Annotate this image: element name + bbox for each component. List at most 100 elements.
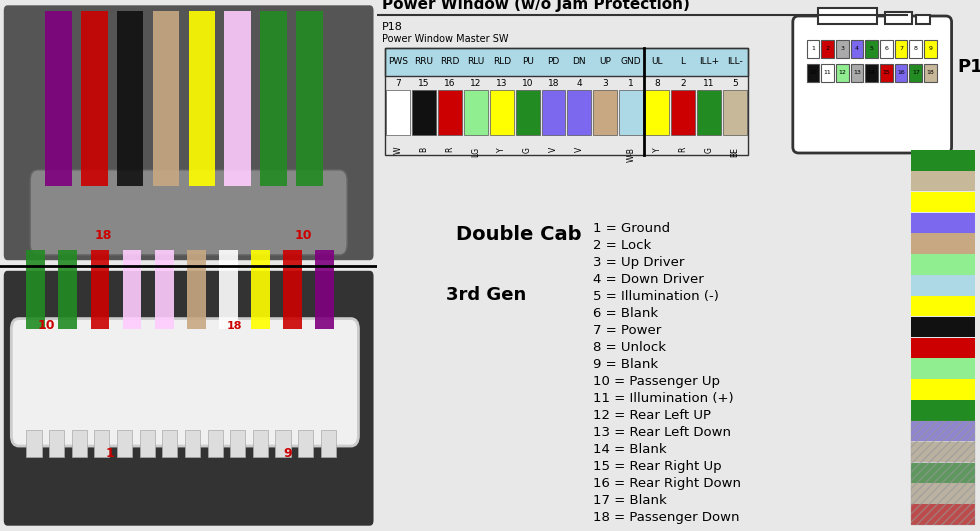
Bar: [911, 338, 975, 358]
Bar: [911, 296, 975, 316]
Text: 4: 4: [855, 47, 859, 52]
Text: 6 = Blank: 6 = Blank: [593, 307, 658, 320]
Text: R: R: [445, 147, 455, 152]
Text: Y: Y: [653, 147, 662, 152]
Text: 3 = Up Driver: 3 = Up Driver: [593, 256, 684, 269]
Text: G: G: [705, 147, 713, 153]
Bar: [261, 11, 287, 186]
Bar: [49, 430, 64, 457]
Text: 2 = Lock: 2 = Lock: [593, 239, 651, 252]
Text: Double Cab: Double Cab: [456, 225, 581, 244]
Bar: [315, 250, 334, 329]
Bar: [386, 90, 410, 135]
Bar: [59, 250, 77, 329]
Text: 2: 2: [680, 80, 686, 89]
Bar: [542, 90, 565, 135]
Bar: [895, 64, 907, 82]
Bar: [412, 90, 436, 135]
Bar: [122, 250, 141, 329]
Text: GND: GND: [621, 57, 642, 66]
Text: 9 = Blank: 9 = Blank: [593, 358, 658, 371]
Text: 15 = Rear Right Up: 15 = Rear Right Up: [593, 460, 721, 473]
Text: 17: 17: [911, 71, 920, 75]
Bar: [865, 64, 878, 82]
Bar: [208, 430, 222, 457]
Text: 11 = Illumination (+): 11 = Illumination (+): [593, 392, 733, 405]
Bar: [911, 192, 975, 212]
Text: G: G: [523, 147, 532, 153]
Bar: [251, 250, 270, 329]
Bar: [911, 483, 975, 504]
Text: 6: 6: [885, 47, 888, 52]
Text: PWS: PWS: [388, 57, 408, 66]
Text: V: V: [575, 147, 584, 152]
Text: 10: 10: [809, 71, 816, 75]
Bar: [723, 90, 747, 135]
Text: 1 = Ground: 1 = Ground: [593, 222, 670, 235]
Bar: [275, 430, 290, 457]
Text: 18: 18: [94, 229, 112, 242]
Text: RRU: RRU: [415, 57, 433, 66]
Text: 16: 16: [444, 80, 456, 89]
Text: 17 = Blank: 17 = Blank: [593, 494, 666, 507]
Text: Y: Y: [497, 147, 507, 152]
Text: 18: 18: [226, 321, 242, 331]
Bar: [230, 430, 245, 457]
Text: 12: 12: [838, 71, 847, 75]
Bar: [911, 379, 975, 400]
Bar: [72, 430, 87, 457]
Text: 18: 18: [927, 71, 934, 75]
Bar: [911, 212, 975, 233]
Bar: [697, 90, 721, 135]
Text: 10 = Passenger Up: 10 = Passenger Up: [593, 375, 720, 388]
Bar: [515, 90, 540, 135]
Text: ILL+: ILL+: [699, 57, 719, 66]
Bar: [298, 430, 314, 457]
Text: 3: 3: [603, 80, 609, 89]
Text: Power Window Master SW: Power Window Master SW: [382, 34, 509, 44]
Bar: [851, 40, 863, 58]
Bar: [619, 90, 643, 135]
Bar: [911, 421, 975, 525]
Bar: [880, 64, 893, 82]
Text: 8: 8: [655, 80, 660, 89]
Bar: [81, 11, 108, 186]
Bar: [821, 64, 834, 82]
Text: 16 = Rear Right Down: 16 = Rear Right Down: [593, 477, 741, 490]
Text: 11: 11: [703, 80, 714, 89]
Text: P18: P18: [957, 58, 980, 76]
Text: 15: 15: [418, 80, 430, 89]
Text: 10: 10: [294, 229, 312, 242]
Text: 14 = Blank: 14 = Blank: [593, 443, 666, 456]
Text: 5: 5: [732, 80, 738, 89]
Text: 13 = Rear Left Down: 13 = Rear Left Down: [593, 426, 731, 439]
Text: 13: 13: [853, 71, 861, 75]
Text: UL: UL: [652, 57, 662, 66]
Text: 8: 8: [914, 47, 917, 52]
FancyBboxPatch shape: [4, 271, 373, 526]
Bar: [139, 430, 155, 457]
Text: 10: 10: [38, 319, 55, 332]
Text: PU: PU: [521, 57, 533, 66]
Text: 1: 1: [628, 80, 634, 89]
Text: 1: 1: [811, 47, 814, 52]
Bar: [94, 430, 110, 457]
Bar: [911, 400, 975, 421]
Text: W: W: [394, 147, 403, 155]
Bar: [911, 463, 975, 483]
Text: 9: 9: [928, 47, 933, 52]
FancyBboxPatch shape: [793, 16, 952, 153]
FancyBboxPatch shape: [4, 5, 373, 260]
Text: 15: 15: [883, 71, 890, 75]
Bar: [26, 430, 41, 457]
Text: 12: 12: [470, 80, 481, 89]
Text: 10: 10: [521, 80, 533, 89]
Bar: [90, 250, 110, 329]
Text: BE: BE: [730, 147, 739, 157]
Bar: [911, 171, 975, 191]
Text: 18: 18: [548, 80, 560, 89]
Text: 7: 7: [899, 47, 904, 52]
Text: RLD: RLD: [493, 57, 511, 66]
Bar: [593, 90, 617, 135]
Bar: [911, 421, 975, 441]
